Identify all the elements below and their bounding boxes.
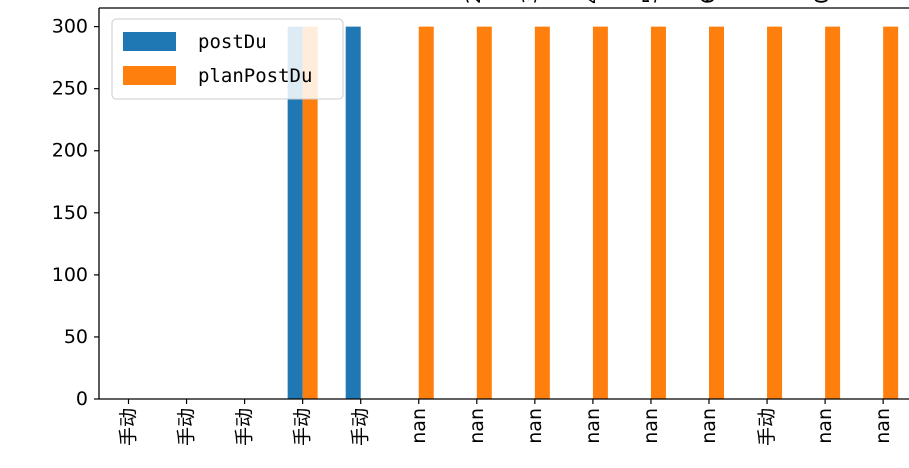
top-axis-tick-label: 0 — [811, 0, 833, 4]
bar-planPostDu-7 — [534, 26, 550, 399]
legend-label-planPostDu: planPostDu — [198, 65, 312, 87]
x-tick-label: 手动 — [234, 408, 256, 446]
bar-planPostDu-11 — [767, 26, 783, 399]
y-tick-label: 100 — [52, 264, 88, 286]
legend-swatch-postDu — [123, 32, 176, 51]
x-tick-label: nan — [698, 408, 720, 444]
top-axis-tick-label: 5 — [639, 0, 661, 4]
y-tick-label: 0 — [76, 388, 88, 410]
x-tick-label: nan — [872, 408, 894, 444]
bar-planPostDu-12 — [825, 26, 841, 399]
x-tick-label: 手动 — [118, 408, 140, 446]
bar-planPostDu-10 — [709, 26, 724, 399]
y-tick-label: 300 — [52, 16, 88, 38]
bar-postDu-4 — [345, 26, 361, 399]
bar-planPostDu-13 — [883, 26, 899, 399]
bar-planPostDu-8 — [592, 26, 608, 399]
y-tick-label: 200 — [52, 140, 88, 162]
top-axis-tick-label: 6 — [697, 0, 719, 4]
legend-swatch-planPostDu — [123, 66, 176, 85]
top-axis-tick-label: 4 — [581, 0, 603, 4]
bar-planPostDu-5 — [418, 26, 434, 399]
bar-planPostDu-6 — [476, 26, 492, 399]
x-tick-label: nan — [408, 408, 430, 444]
bar-planPostDu-9 — [650, 26, 666, 399]
x-tick-label: nan — [466, 408, 488, 444]
x-tick-label: nan — [524, 408, 546, 444]
legend: postDu planPostDu — [111, 18, 344, 100]
y-tick-label: 150 — [52, 202, 88, 224]
top-axis-tick-label: 3 — [519, 0, 541, 4]
bar-postDu-3 — [287, 26, 303, 399]
legend-label-postDu: postDu — [198, 31, 267, 53]
x-tick-label: 手动 — [756, 408, 778, 446]
x-tick-label: 手动 — [350, 408, 372, 446]
x-tick-label: 手动 — [176, 408, 198, 446]
x-tick-label: nan — [640, 408, 662, 444]
top-axis-tick-label: 2 — [463, 0, 485, 4]
y-tick-label: 250 — [52, 78, 88, 100]
bars-layer — [287, 26, 899, 399]
x-tick-label: nan — [582, 408, 604, 444]
y-tick-label: 50 — [64, 326, 88, 348]
bar-planPostDu-3 — [302, 26, 318, 399]
x-tick-label: 手动 — [292, 408, 314, 446]
x-tick-label: nan — [814, 408, 836, 444]
